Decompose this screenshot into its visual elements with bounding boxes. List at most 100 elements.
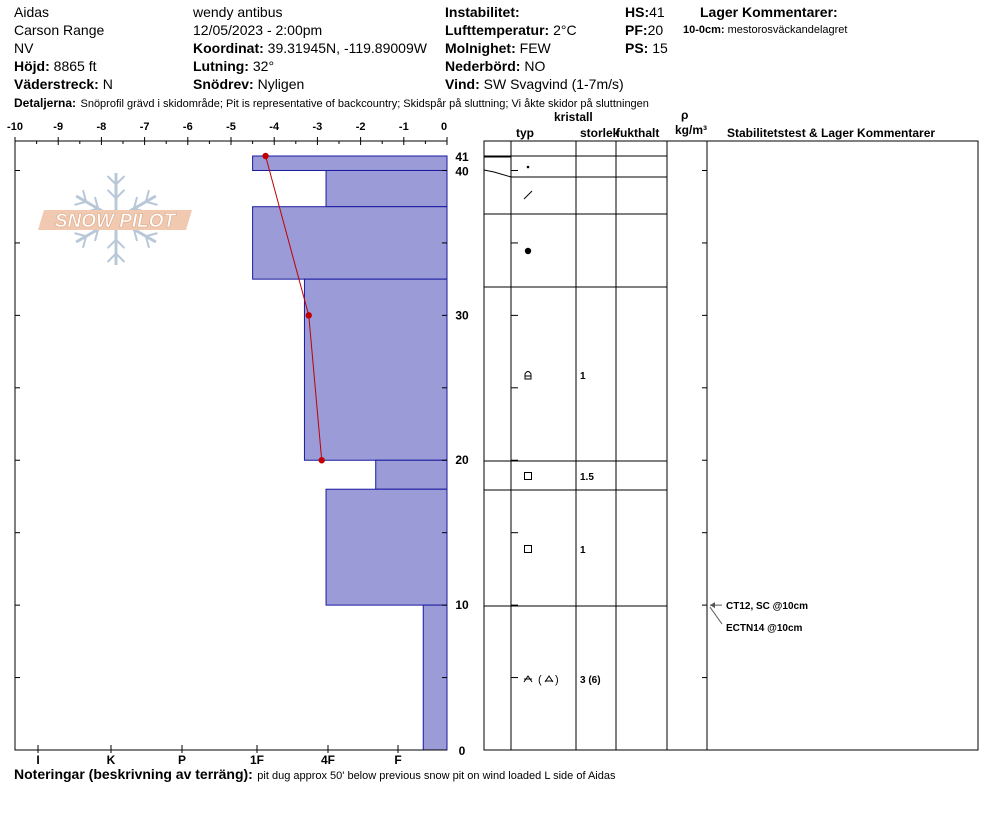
hardness-label: F: [394, 753, 401, 767]
temp-tick-label: -9: [53, 121, 63, 133]
notes-label: Noteringar (beskrivning av terräng):: [14, 766, 253, 782]
stability-header: Stabilitetstest & Lager Kommentarer: [727, 126, 936, 140]
grain-paren: ): [555, 674, 559, 686]
instability-label: Instabilitet:: [445, 4, 520, 20]
grain-symbol-depth-hoar-secondary-icon: [544, 675, 554, 683]
snowflake-branch: [144, 189, 150, 203]
size-header: storlek: [580, 126, 620, 140]
temp-tick-label: -3: [313, 121, 323, 133]
grain-symbol-rounded-icon: [524, 247, 532, 255]
slope-label: Lutning:: [193, 58, 249, 74]
aspect: Väderstreck: N: [14, 77, 113, 91]
grain-symbol-slash-icon: [523, 190, 533, 200]
snowflake-branch: [74, 232, 87, 238]
hardness-bar: [252, 206, 448, 280]
coordinates-value: 39.31945N, -119.89009W: [267, 40, 427, 56]
snowflake-branch: [145, 200, 158, 206]
temp-tick-label: -2: [356, 121, 366, 133]
observation-datetime: 12/05/2023 - 2:00pm: [193, 22, 323, 38]
grain-symbol-precip-icon: [526, 165, 530, 169]
ps: PS: 15: [625, 41, 668, 55]
wind-drift: Snödrev: Nyligen: [193, 77, 304, 91]
elevation-label: Höjd:: [14, 58, 50, 74]
wind-value: SW Svagvind (1-7m/s): [483, 76, 624, 92]
hardness-bar: [325, 169, 448, 208]
pf: PF:20: [625, 23, 663, 37]
grain-size: 1: [580, 545, 586, 556]
hs-value: 41: [649, 4, 665, 20]
location-name: Aidas: [14, 4, 50, 20]
notes-text: pit dug approx 50' below previous snow p…: [257, 770, 616, 782]
grain-paren: (: [538, 674, 542, 686]
snowflake-branch: [94, 229, 100, 242]
observer-name: wendy antibus: [193, 4, 283, 20]
grain-symbol-depth-hoar-icon: [523, 675, 533, 683]
temperature-point: [318, 457, 325, 464]
stability-arrow: [709, 606, 723, 625]
temp-tick-label: -8: [97, 121, 107, 133]
slope: Lutning: 32°: [193, 59, 274, 73]
aspect-value: N: [102, 76, 113, 92]
crystal-header: kristall: [554, 110, 593, 124]
cloud-cover-value: FEW: [519, 40, 551, 56]
notes: Noteringar (beskrivning av terräng): pit…: [14, 767, 616, 783]
row-connector: [483, 169, 512, 178]
snowflake-branch: [115, 189, 126, 200]
grain-size: 1.5: [580, 472, 594, 483]
snowflake-branch: [144, 235, 150, 249]
depth-label: 10: [455, 598, 469, 612]
snowflake-branch: [106, 252, 117, 263]
pf-label: PF:: [625, 22, 648, 38]
depth-label: 40: [455, 164, 469, 178]
wind-drift-label: Snödrev:: [193, 76, 254, 92]
air-temperature-label: Lufttemperatur:: [445, 22, 550, 38]
snowflake-branch: [115, 238, 126, 249]
hs: HS:41: [625, 5, 665, 19]
elevation-value: 8865 ft: [53, 58, 97, 74]
wind-drift-value: Nyligen: [257, 76, 305, 92]
moisture-header: fukthalt: [616, 126, 660, 140]
layer-comment: 10-0cm: mestorosväckandelagret: [683, 25, 847, 36]
temp-tick-label: -5: [226, 121, 236, 133]
temp-tick-label: -10: [7, 121, 23, 133]
grain-symbol-faceted-icon: [524, 545, 532, 553]
cloud-cover-label: Molnighet:: [445, 40, 516, 56]
hardness-bar: [252, 155, 448, 171]
logo-banner: [38, 210, 192, 230]
snowflake-branch: [74, 200, 87, 206]
layer-comments-label: Lager Kommentarer:: [700, 4, 838, 20]
coordinates: Koordinat: 39.31945N, -119.89009W: [193, 41, 427, 55]
stability-arrow-head: [710, 602, 715, 609]
hardness-label: P: [178, 753, 186, 767]
grain-symbol-faceted-rounded-icon: [524, 371, 532, 380]
hardness-label: K: [107, 753, 116, 767]
temperature-point: [262, 152, 269, 160]
snowflake-branch: [106, 189, 117, 200]
hardness-label: I: [36, 753, 39, 767]
temp-tick-label: 0: [441, 121, 447, 133]
depth-label: 0: [459, 744, 466, 758]
snowflake-branch: [106, 175, 117, 186]
pf-value: 20: [647, 22, 664, 38]
depth-label: 20: [455, 453, 469, 467]
state-name: NV: [14, 40, 34, 56]
precipitation: Nederbörd: NO: [445, 59, 545, 73]
stability-test-result: CT12, SC @10cm: [726, 601, 808, 612]
snowflake-branch: [115, 252, 126, 263]
hardness-bar: [325, 488, 448, 606]
details-label: Detaljerna:: [14, 96, 77, 110]
layer-comment-depth: 10-0cm:: [683, 24, 725, 36]
grain-size: 3 (6): [580, 675, 601, 686]
grain-size: 1: [580, 371, 586, 382]
temp-tick-label: -4: [269, 121, 280, 133]
snowflake-branch: [145, 232, 158, 238]
rho-header: ρ: [681, 108, 689, 122]
logo-text: SNOW PILOT: [55, 211, 177, 232]
depth-label: 30: [455, 308, 469, 322]
stability-test-result: ECTN14 @10cm: [726, 623, 803, 634]
snowflake-branch: [94, 196, 100, 209]
hs-label: HS:: [625, 4, 650, 20]
density-unit-header: kg/m³: [675, 123, 708, 137]
type-header: typ: [516, 126, 534, 140]
